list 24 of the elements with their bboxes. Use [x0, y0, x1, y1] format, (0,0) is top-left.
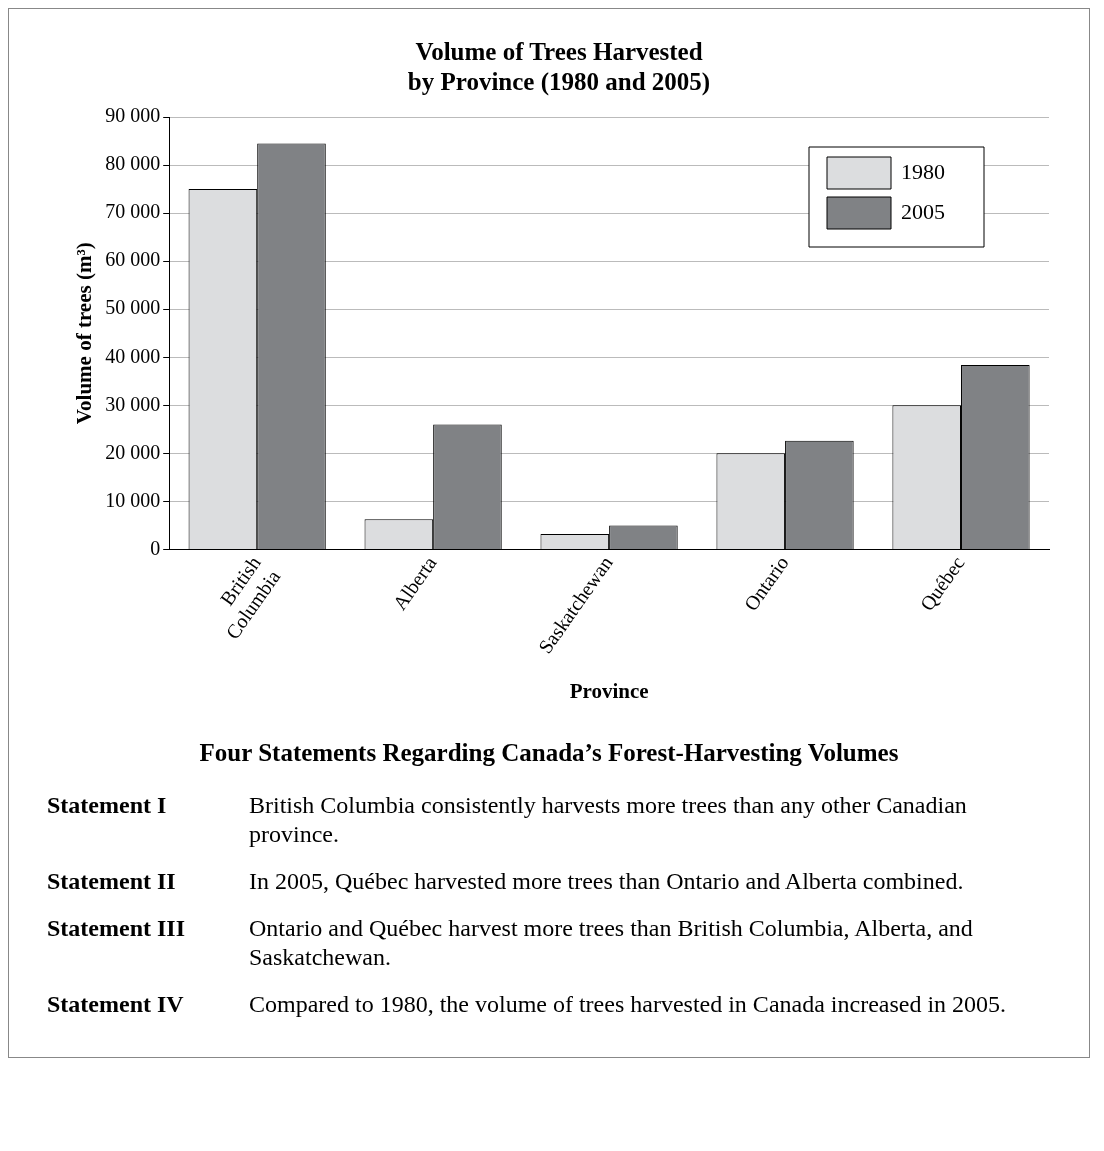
- y-tick-label: 80 000: [105, 152, 161, 175]
- y-tick-label: 20 000: [105, 440, 161, 463]
- text: In 2005, Québec harvested more trees than Ontario and Alberta combined.: [249, 867, 964, 896]
- y-tick-label: 90 000: [105, 104, 161, 127]
- y-tick-label: 0: [150, 536, 161, 559]
- text: Ontario and Québec harvest more trees than British Columbia, Alberta, and Saskatchewan.: [249, 914, 974, 972]
- text: Statement IV: [47, 990, 185, 1019]
- text: British Columbia consistently harvests more trees than any other Canadian province.: [249, 791, 968, 849]
- y-tick-label: 60 000: [105, 248, 161, 271]
- x-axis-title: Province: [569, 678, 649, 703]
- text: Compared to 1980, the volume of trees harvested in Canada increased in 2005.: [249, 990, 1007, 1019]
- y-tick-label: 30 000: [105, 392, 161, 415]
- chart-title: Volume of Trees Harvested by Province (1980 and 2005): [407, 38, 711, 97]
- y-axis-title: Volume of trees (m³): [72, 242, 97, 425]
- text: Statement II: [47, 867, 177, 896]
- y-tick-label: 10 000: [105, 488, 161, 511]
- text: Statement I: [47, 791, 168, 820]
- y-tick-label: 70 000: [105, 200, 161, 223]
- legend-label: 2005: [901, 198, 945, 224]
- text: Statement III: [47, 914, 186, 943]
- text: Four Statements Regarding Canada’s Forest-Harvesting Volumes: [198, 739, 900, 767]
- y-tick-label: 50 000: [105, 296, 161, 319]
- legend-label: 1980: [901, 158, 945, 184]
- y-tick-label: 40 000: [105, 344, 161, 367]
